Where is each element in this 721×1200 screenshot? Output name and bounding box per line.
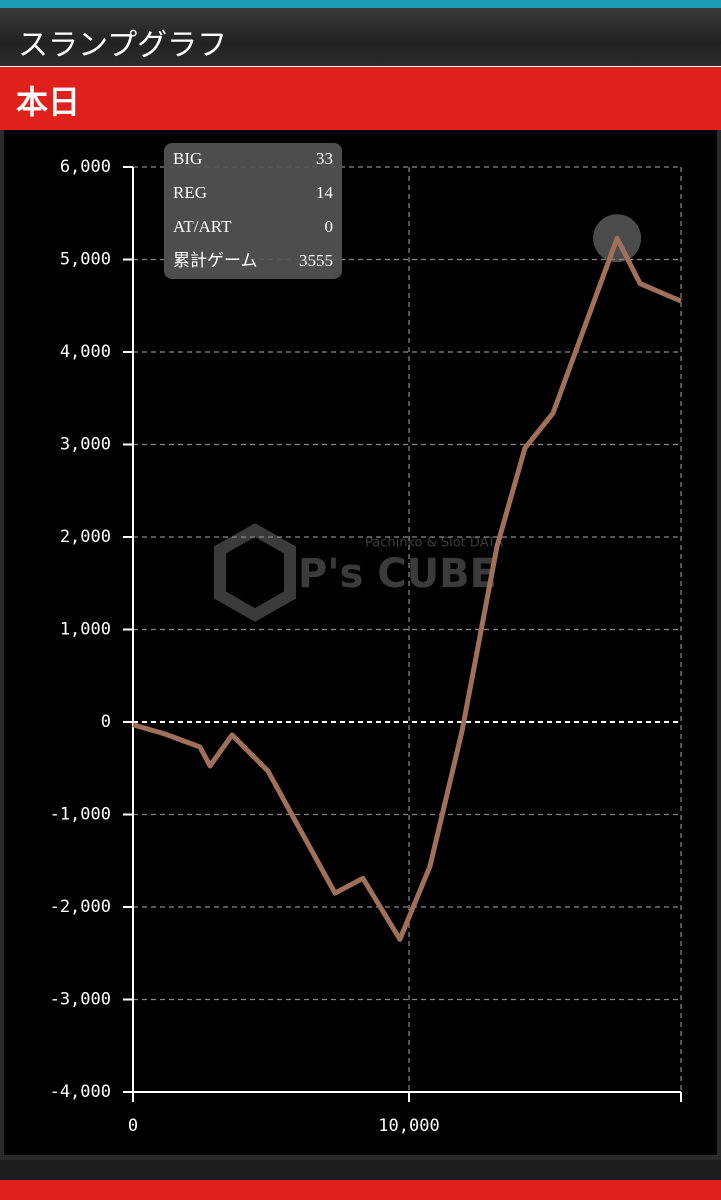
stat-label: AT/ART	[173, 217, 232, 236]
info-background	[164, 143, 342, 279]
y-tick-label: 4,000	[60, 342, 111, 362]
x-tick-label: 0	[128, 1116, 138, 1136]
stat-value: 33	[316, 149, 333, 168]
y-tick-label: 6,000	[60, 157, 111, 177]
y-tick-label: 1,000	[60, 620, 111, 640]
watermark: Pachinko & Slot DATA P's CUBE	[214, 523, 504, 622]
top-bar	[0, 0, 721, 8]
y-tick-label: 3,000	[60, 435, 111, 455]
y-tick-label: 2,000	[60, 527, 111, 547]
watermark-tagline: Pachinko & Slot DATA	[365, 536, 504, 551]
page-title: スランプグラフ	[18, 28, 228, 63]
chart: Pachinko & Slot DATA P's CUBE -4,000 -3,0…	[4, 130, 717, 1155]
y-tick-label: -3,000	[50, 990, 111, 1010]
stat-label: 累計ゲーム	[173, 251, 258, 270]
y-tick-label: 5,000	[60, 250, 111, 270]
watermark-logo	[214, 523, 296, 622]
y-tick-label: 0	[101, 712, 111, 732]
watermark-brand: P's CUBE	[298, 551, 497, 597]
stat-value: 14	[316, 183, 334, 202]
next-section-bar	[0, 1180, 721, 1200]
y-tick-label: -4,000	[50, 1082, 111, 1102]
stat-label: BIG	[173, 149, 202, 168]
section-title: 本日	[16, 83, 81, 121]
stat-label: REG	[173, 183, 207, 202]
chart-panel: Pachinko & Slot DATA P's CUBE -4,000 -3,0…	[0, 130, 721, 1160]
y-tick-label: -1,000	[50, 805, 111, 825]
stat-value: 0	[325, 217, 334, 236]
y-tick-label: -2,000	[50, 897, 111, 917]
info-box: BIG 33 REG 14 AT/ART 0 累計ゲーム 3555	[164, 143, 342, 279]
section-bar: 本日	[0, 66, 721, 130]
plot-background	[4, 130, 717, 1155]
header: スランプグラフ	[0, 8, 721, 66]
stat-value: 3555	[299, 251, 333, 270]
series-line	[132, 235, 682, 942]
x-tick-label: 10,000	[378, 1116, 439, 1136]
